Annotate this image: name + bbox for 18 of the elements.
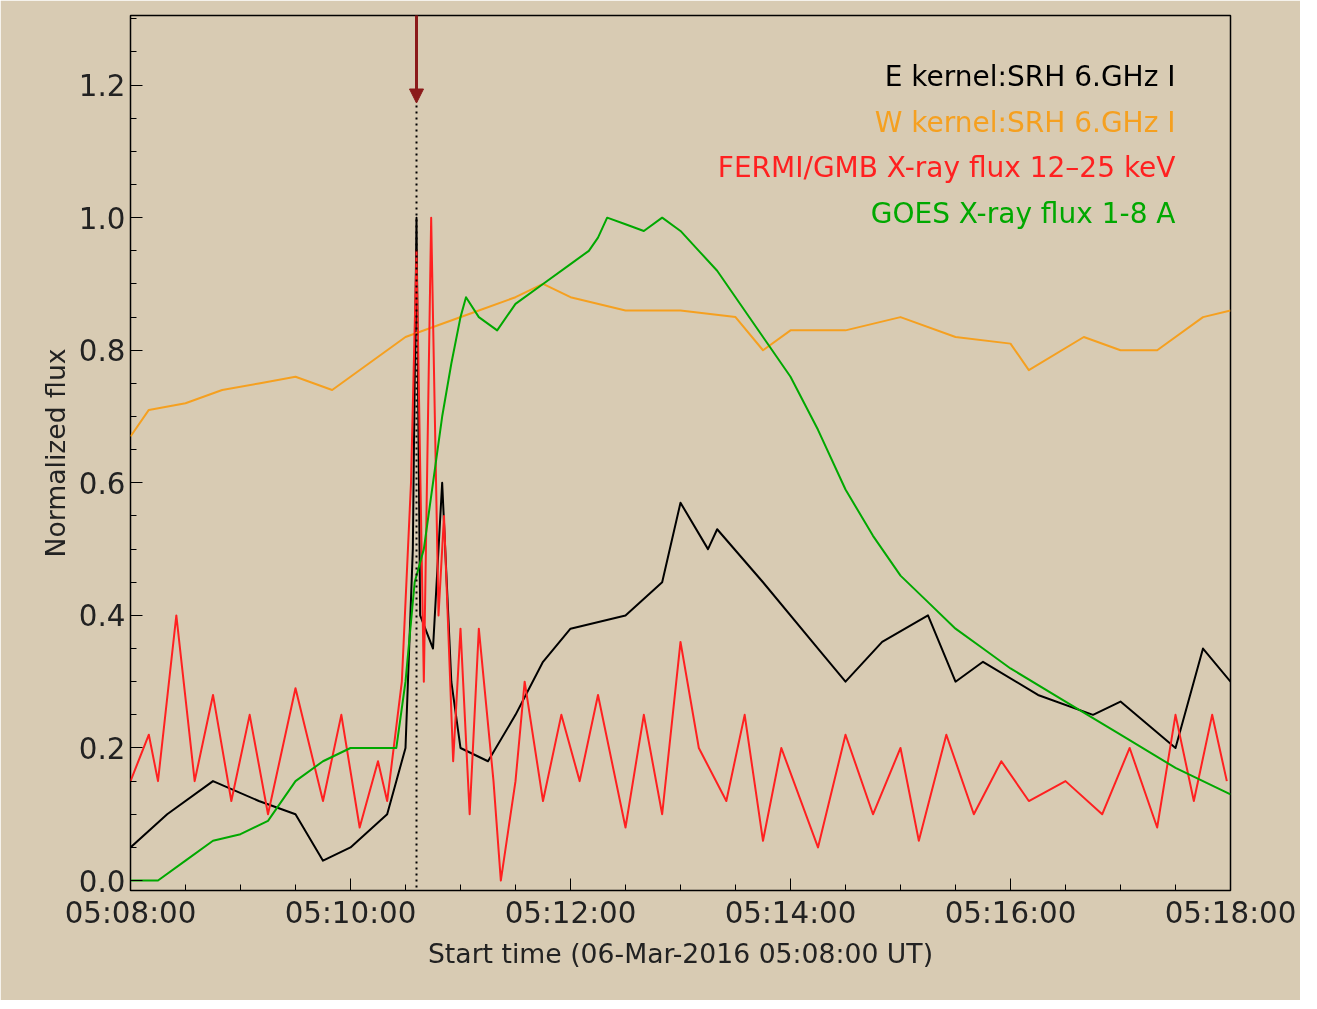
- y-axis-title: Normalized flux: [39, 348, 71, 558]
- x-tick-label: 05:10:00: [284, 895, 417, 930]
- x-tick-label: 05:14:00: [724, 895, 857, 930]
- y-tick-label: 0.2: [78, 731, 126, 766]
- line-series: [130, 282, 1231, 438]
- x-axis-title: Start time (06-Mar-2016 05:08:00 UT): [427, 937, 934, 969]
- text: GOES X-ray flux 1-8 A: [870, 196, 1176, 230]
- x-tick-label: 05:16:00: [944, 895, 1077, 930]
- y-tick-label: 1.0: [78, 201, 126, 236]
- text: E kernel:SRH 6.GHz I: [884, 60, 1176, 94]
- y-tick-label: 0.4: [78, 599, 126, 634]
- x-tick-label: 05:12:00: [504, 895, 637, 930]
- x-tick-label: 05:18:00: [1164, 895, 1297, 930]
- y-tick-label: 1.2: [78, 69, 126, 104]
- text: W kernel:SRH 6.GHz I: [874, 105, 1176, 139]
- y-tick-label: 0.6: [78, 466, 126, 501]
- y-tick-label: 0.8: [78, 334, 126, 369]
- text: FERMI/GMB X-ray flux 12–25 keV: [717, 151, 1176, 185]
